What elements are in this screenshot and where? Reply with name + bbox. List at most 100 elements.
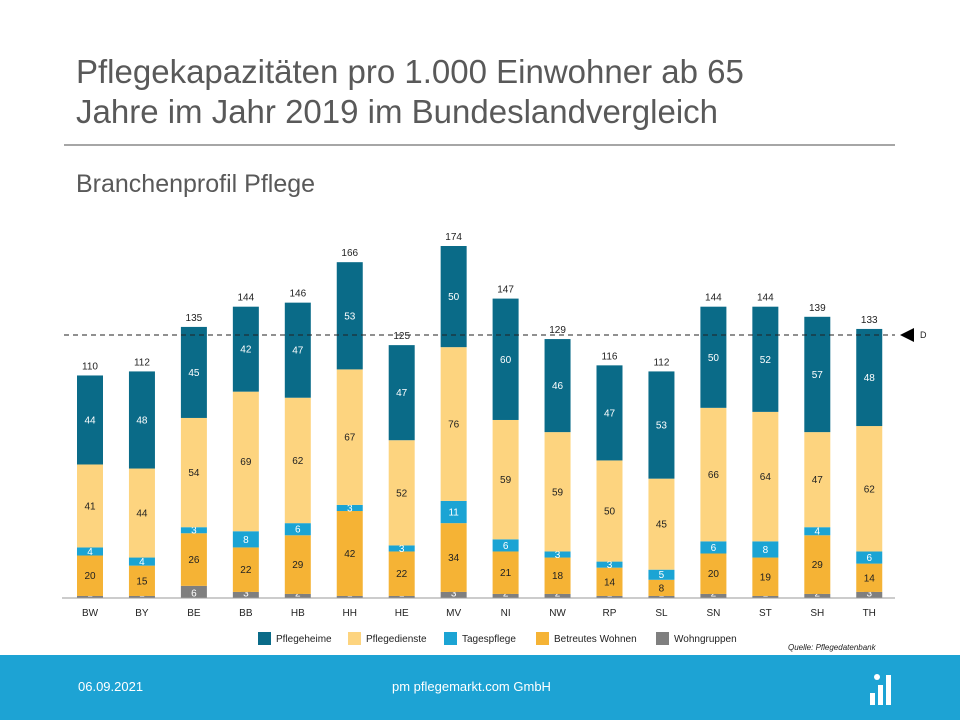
data-label-betreutes-wohnen-rp: 14 (604, 577, 616, 588)
bar-tagespflege-by (128, 557, 155, 566)
bar-tagespflege-hh (336, 504, 363, 512)
data-label-betreutes-wohnen-hh: 42 (344, 549, 356, 560)
wohngruppen-label-chip-be (188, 588, 199, 598)
chart-title: Pflegekapazitäten pro 1.000 Einwohner ab… (76, 53, 744, 130)
bar-pflegeheime-hb (284, 302, 311, 398)
x-tick-label-mv: MV (446, 608, 461, 619)
data-label-tagespflege-sn: 6 (711, 543, 717, 554)
bar-pflegedienste-he (388, 440, 415, 546)
data-label-tagespflege-mv: 11 (448, 508, 459, 519)
bar-pflegeheime-sl (648, 371, 675, 479)
chart-subtitle: Branchenprofil Pflege (76, 170, 316, 198)
data-label-pflegeheime-hh: 53 (344, 311, 356, 322)
x-tick-label-nw: NW (549, 608, 566, 619)
total-label-nw: 129 (549, 325, 566, 336)
legend-swatch-betreutes-wohnen (536, 632, 549, 645)
wohngruppen-label-chip-th (864, 588, 875, 598)
bar-betreutes-wohnen-sn (700, 553, 727, 594)
data-label-pflegeheime-he: 47 (396, 388, 408, 399)
data-label-pflegedienste-bb: 69 (240, 457, 252, 468)
bar-tagespflege-mv (440, 500, 467, 524)
bar-betreutes-wohnen-hh (336, 511, 363, 596)
bar-betreutes-wohnen-th (856, 563, 883, 592)
data-label-pflegedienste-sh: 47 (812, 475, 824, 486)
bar-betreutes-wohnen-bw (77, 555, 103, 596)
legend: Pflegeheime Pflegedienste Tagespflege Betre… (258, 632, 737, 645)
data-label-tagespflege-bw: 4 (87, 547, 93, 558)
bar-tagespflege-sn (700, 541, 727, 554)
data-label-betreutes-wohnen-bb: 22 (240, 565, 252, 576)
data-label-tagespflege-be: 3 (191, 526, 197, 537)
data-label-pflegeheime-st: 52 (760, 355, 772, 366)
bar-pflegeheime-bw (77, 375, 103, 465)
footer-date: 06.09.2021 (78, 679, 144, 694)
data-label-pflegedienste-bw: 41 (84, 501, 96, 512)
bar-pflegedienste-sn (700, 407, 727, 542)
bar-pflegeheime-hh (336, 262, 363, 370)
data-label-tagespflege-rp: 3 (607, 560, 613, 571)
data-label-wohngruppen-hb: 2 (295, 589, 301, 600)
x-tick-label-sh: SH (810, 608, 824, 619)
data-label-betreutes-wohnen-be: 26 (188, 555, 200, 566)
x-tick-label-be: BE (187, 608, 201, 619)
bar-betreutes-wohnen-nw (544, 557, 571, 594)
bar-betreutes-wohnen-sh (804, 535, 831, 594)
data-label-wohngruppen-mv: 3 (451, 589, 457, 600)
data-label-pflegeheime-sn: 50 (708, 353, 720, 364)
data-label-wohngruppen-bb: 3 (243, 589, 249, 600)
bar-tagespflege-sl (648, 569, 675, 580)
data-label-wohngruppen-sn: 2 (711, 589, 717, 600)
data-label-pflegeheime-bb: 42 (240, 345, 252, 356)
bar-pflegeheime-rp (596, 365, 623, 461)
total-label-mv: 174 (445, 232, 462, 243)
bar-tagespflege-hb (284, 523, 311, 536)
x-tick-label-sn: SN (706, 608, 720, 619)
x-tick-label-rp: RP (603, 608, 617, 619)
bar-betreutes-wohnen-sl (648, 579, 675, 596)
legend-swatch-wohngruppen (656, 632, 669, 645)
bar-tagespflege-sh (804, 527, 831, 536)
total-label-sn: 144 (705, 293, 722, 304)
data-label-pflegedienste-nw: 59 (552, 487, 564, 498)
x-axis: BW BY BE BB HB HH HE MV NI NW RP SL SN ST SH TH (62, 597, 895, 619)
x-tick-label-ni: NI (501, 608, 511, 619)
wohngruppen-label-chip-mv (448, 588, 459, 598)
data-label-pflegeheime-th: 48 (864, 373, 876, 384)
wohngruppen-label-chip-bb (240, 588, 251, 598)
legend-label-pflegeheime: Pflegeheime (276, 634, 332, 645)
total-label-hb: 146 (289, 289, 306, 300)
company-logo-icon (870, 674, 891, 705)
footer-bar: 06.09.2021 pm pflegemarkt.com GmbH (0, 655, 960, 720)
x-tick-label-by: BY (135, 608, 149, 619)
total-label-ni: 147 (497, 285, 514, 296)
x-tick-label-sl: SL (655, 608, 668, 619)
data-label-tagespflege-sl: 5 (659, 570, 665, 581)
data-label-tagespflege-th: 6 (866, 553, 872, 564)
data-label-pflegedienste-sl: 45 (656, 520, 668, 531)
data-label-betreutes-wohnen-sl: 8 (659, 583, 665, 594)
footer-company: pm pflegemarkt.com GmbH (392, 679, 551, 694)
legend-swatch-pflegedienste (348, 632, 361, 645)
bar-pflegeheime-mv (440, 246, 467, 348)
bar-tagespflege-th (856, 551, 883, 564)
data-label-pflegedienste-rp: 50 (604, 507, 616, 518)
bar-pflegedienste-th (856, 426, 883, 552)
data-label-betreutes-wohnen-ni: 21 (500, 568, 512, 579)
legend-label-betreutes-wohnen: Betreutes Wohnen (554, 634, 637, 645)
data-label-betreutes-wohnen-th: 14 (864, 573, 876, 584)
bar-tagespflege-nw (544, 551, 571, 558)
bar-tagespflege-bw (77, 547, 103, 556)
x-tick-label-st: ST (759, 608, 772, 619)
bar-tagespflege-st (752, 541, 779, 558)
data-label-pflegeheime-rp: 47 (604, 408, 616, 419)
data-label-betreutes-wohnen-st: 19 (760, 572, 772, 583)
data-label-pflegedienste-hh: 67 (344, 433, 356, 444)
bar-tagespflege-ni (492, 539, 519, 552)
bar-tagespflege-he (388, 545, 415, 552)
data-label-pflegedienste-sn: 66 (708, 470, 720, 481)
data-label-wohngruppen-th: 3 (866, 589, 872, 600)
bar-pflegeheime-sn (700, 306, 727, 408)
data-label-tagespflege-hb: 6 (295, 525, 301, 536)
bar-pflegedienste-sh (804, 432, 831, 528)
data-label-pflegedienste-st: 64 (760, 472, 772, 483)
